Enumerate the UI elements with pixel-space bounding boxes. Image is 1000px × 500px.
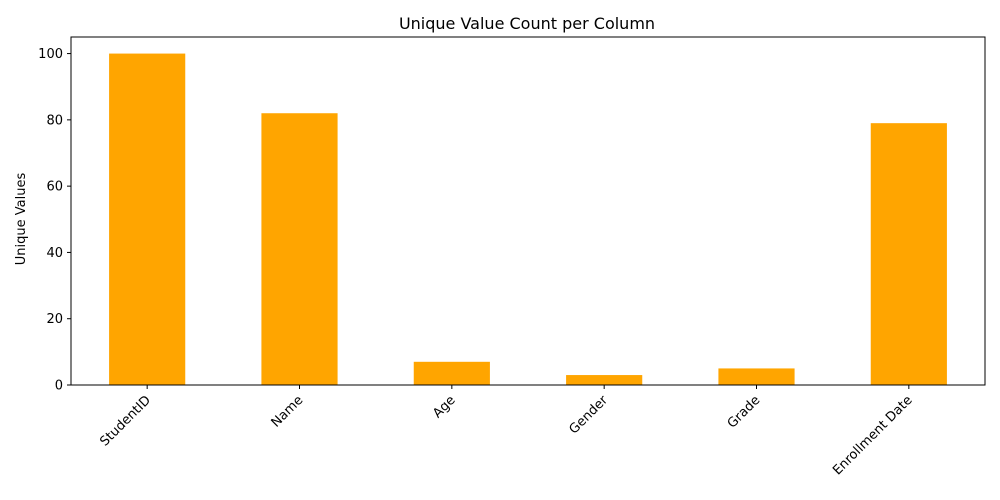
x-tick-label-4: Grade [725,393,764,432]
plot-frame [70,36,986,386]
x-tick-label-1: Name [269,393,307,431]
plot-area: 0 20 40 60 80 100 StudentID Name Age Gender Grade E… [38,36,986,478]
y-axis-title: Unique Values [14,173,29,266]
y-tick-label-3: 60 [46,180,63,195]
bar-5 [870,123,947,386]
x-tick-label-3: Gender [567,392,612,437]
x-tick-label-5: Enrollment Date [830,393,915,478]
bar-3 [566,375,643,385]
bar-1 [261,113,338,385]
chart-title: Unique Value Count per Column [399,14,655,33]
x-tick-label-0: StudentID [97,393,154,450]
y-tick-label-4: 80 [46,113,63,128]
bar-2 [413,361,490,385]
y-tick-label-2: 40 [46,246,63,261]
y-tick-label-5: 100 [38,47,63,62]
x-tick-label-2: Age [430,393,458,421]
bar-0 [109,53,186,385]
y-tick-label-0: 0 [55,379,63,394]
y-tick-label-1: 20 [46,312,63,327]
bar-4 [718,368,795,385]
